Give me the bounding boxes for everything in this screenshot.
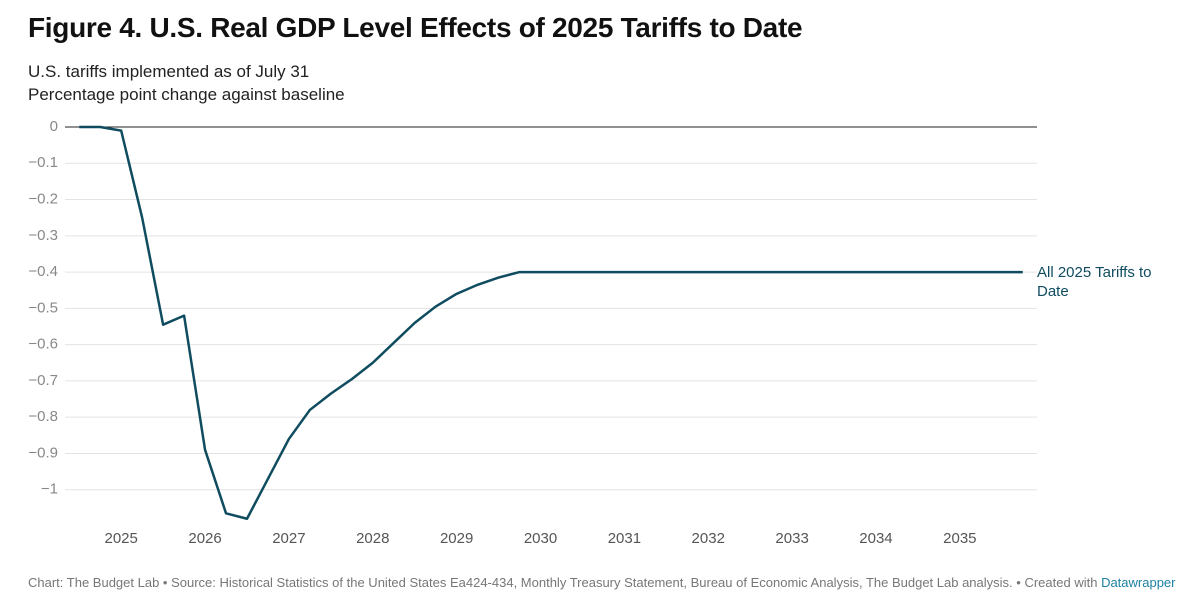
y-tick-label: −0.3 [28,227,58,244]
y-tick-label: −0.6 [28,336,58,353]
x-tick-label: 2026 [188,530,221,547]
y-tick-label: −0.1 [28,154,58,171]
x-tick-label: 2029 [440,530,473,547]
x-tick-label: 2033 [775,530,808,547]
x-tick-label: 2025 [105,530,138,547]
y-tick-label: −0.5 [28,299,58,316]
line [79,125,1023,520]
y-tick-label: −0.8 [28,408,58,425]
series-label: All 2025 Tariffs to Date [1037,264,1152,300]
footer: Chart: The Budget Lab • Source: Historic… [28,574,1178,591]
x-tick-label: 2034 [859,530,892,547]
x-tick-label: 2028 [356,530,389,547]
y-tick-label: −0.9 [28,444,58,461]
y-tick-label: −0.2 [28,191,58,208]
x-tick-label: 2030 [524,530,557,547]
y-tick-label: −0.4 [28,263,58,280]
x-tick-label: 2035 [943,530,976,547]
x-tick-label: 2031 [608,530,641,547]
x-tick-label: 2027 [272,530,305,547]
subtitle: Percentage point change against baseline [28,85,345,104]
y-tick-label: −1 [41,481,58,498]
tool-link[interactable]: Datawrapper [1101,575,1176,590]
created: Created with [1024,575,1098,590]
chart-title: Figure 4. U.S. Real GDP Level Effects of… [28,12,803,43]
subtitle: U.S. tariffs implemented as of July 31 [28,62,310,81]
y-tick-label: 0 [50,118,58,135]
x-tick-label: 2032 [692,530,725,547]
source: Chart: The Budget Lab • Source: Historic… [28,575,1021,590]
y-tick-label: −0.7 [28,372,58,389]
